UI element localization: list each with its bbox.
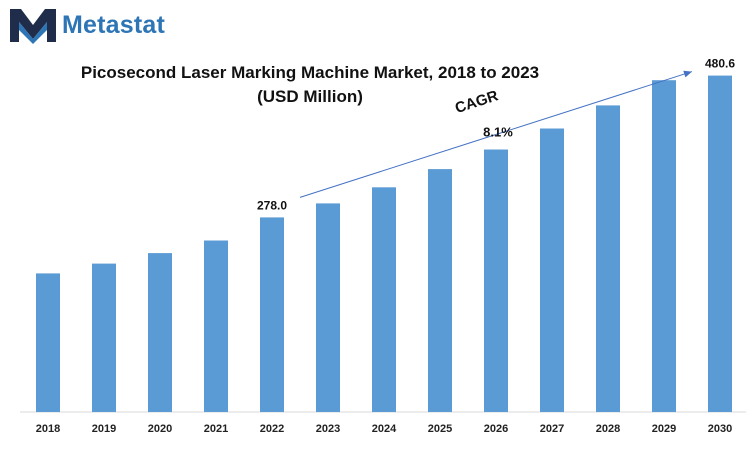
bar-2019 <box>92 263 116 412</box>
bar-2024 <box>372 187 396 412</box>
x-tick-label-2023: 2023 <box>316 423 340 435</box>
bar-2023 <box>316 203 340 412</box>
bar-2021 <box>204 240 228 412</box>
data-label-2030: 480.6 <box>705 57 735 71</box>
bar-2025 <box>428 169 452 412</box>
x-tick-label-2020: 2020 <box>148 423 172 435</box>
bar-2026 <box>484 149 508 412</box>
x-tick-label-2021: 2021 <box>204 423 228 435</box>
bar-2022 <box>260 217 284 412</box>
x-tick-label-2030: 2030 <box>708 423 732 435</box>
metastat-m-logo-icon <box>10 9 56 44</box>
bar-2029 <box>652 80 676 412</box>
logo-wordmark: Metastat <box>62 10 166 39</box>
chart-title: Picosecond Laser Marking Machine Market,… <box>80 63 540 82</box>
x-tick-label-2022: 2022 <box>260 423 284 435</box>
bar-2028 <box>596 105 620 413</box>
x-tick-label-2029: 2029 <box>652 423 676 435</box>
x-tick-label-2025: 2025 <box>428 423 452 435</box>
chart-subtitle: (USD Million) <box>257 87 363 106</box>
cagr-arrow-line <box>299 71 693 198</box>
x-tick-label-2024: 2024 <box>372 423 397 435</box>
x-tick-label-2028: 2028 <box>596 423 620 435</box>
x-tick-label-2027: 2027 <box>540 423 564 435</box>
data-label-2022: 278.0 <box>257 198 287 212</box>
cagr-label: CAGR <box>453 87 500 117</box>
x-tick-label-2018: 2018 <box>36 423 60 435</box>
bar-2018 <box>36 273 60 412</box>
bar-2020 <box>148 253 172 412</box>
logo: Metastat <box>8 6 165 44</box>
bar-2027 <box>540 128 564 412</box>
x-tick-label-2026: 2026 <box>484 423 508 435</box>
cagr-arrow-head <box>683 70 692 78</box>
bar-2030 <box>708 75 732 412</box>
x-tick-label-2019: 2019 <box>92 423 116 435</box>
cagr-value: 8.1% <box>483 124 513 139</box>
